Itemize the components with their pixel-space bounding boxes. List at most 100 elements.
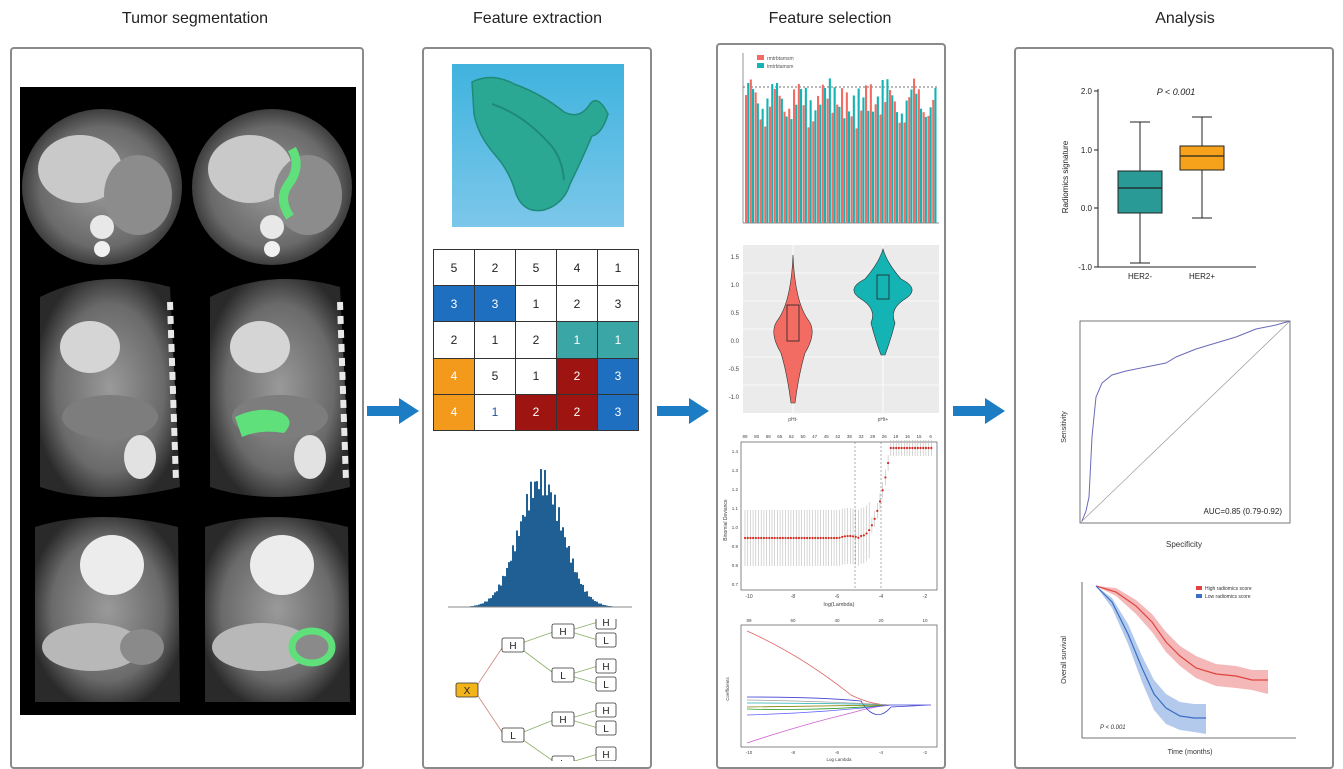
lasso-point bbox=[884, 476, 887, 479]
feature-bar bbox=[783, 111, 786, 223]
lasso-ytick: 0.7 bbox=[732, 582, 739, 587]
histogram-bar bbox=[578, 578, 580, 607]
feature-bar bbox=[927, 115, 930, 223]
lasso-point bbox=[841, 535, 844, 539]
axial-scan-left bbox=[22, 109, 182, 265]
selection-panel: rmtrbtamsm tmtrbtamsm 1.5 1.0 0.5 0.0 -0… bbox=[716, 43, 946, 769]
feature-bar-chart: rmtrbtamsm tmtrbtamsm bbox=[742, 53, 939, 224]
feature-bar bbox=[869, 84, 872, 223]
histogram-bar bbox=[576, 572, 578, 607]
feature-bar bbox=[790, 119, 793, 223]
matrix-cell: 2 bbox=[556, 285, 598, 323]
matrix-cell: 1 bbox=[474, 393, 516, 432]
tumor-mask-axial bbox=[279, 146, 301, 220]
lasso-point bbox=[746, 536, 749, 540]
matrix-cell: 1 bbox=[556, 321, 598, 359]
feature-bar bbox=[920, 108, 923, 223]
histogram-bar bbox=[572, 558, 574, 607]
wavelet-tree: XHLHHLLHLHHLLHL bbox=[455, 619, 617, 761]
feature-bar bbox=[809, 100, 812, 223]
tree-level2-node-label: L bbox=[560, 759, 566, 761]
lasso-point bbox=[800, 536, 803, 540]
lasso-point bbox=[838, 536, 841, 539]
feature-bar bbox=[924, 116, 927, 223]
lasso-point bbox=[927, 446, 930, 450]
feature-bar bbox=[771, 84, 774, 223]
lasso-top-tick: 45 bbox=[824, 434, 830, 439]
lasso-point bbox=[827, 536, 830, 540]
feature-bar bbox=[910, 89, 913, 223]
histogram-bar bbox=[474, 605, 476, 607]
roc-auc: AUC=0.85 (0.79-0.92) bbox=[1204, 507, 1283, 516]
histogram-bar bbox=[482, 603, 484, 607]
histogram-bar bbox=[608, 605, 610, 607]
feature-bar bbox=[752, 88, 755, 223]
feature-bar bbox=[857, 88, 860, 223]
ct-scans bbox=[22, 109, 352, 702]
lasso-top-tick: 33 bbox=[858, 434, 864, 439]
matrix-cell: 5 bbox=[474, 357, 516, 395]
matrix-cell: 2 bbox=[515, 393, 557, 432]
lasso-point bbox=[797, 536, 801, 540]
feature-bar bbox=[876, 96, 879, 223]
feature-bar bbox=[780, 98, 783, 223]
box-group-0: HER2- bbox=[1128, 272, 1152, 281]
lasso-point bbox=[914, 446, 917, 450]
lasso-ytick: 0.9 bbox=[732, 544, 739, 549]
lasso-point bbox=[854, 535, 857, 538]
feature-bar bbox=[929, 107, 932, 223]
feature-bar bbox=[833, 87, 836, 223]
feature-bar bbox=[802, 105, 805, 223]
lasso-point bbox=[781, 536, 784, 540]
tree-level3-node bbox=[595, 720, 617, 736]
lasso-xtick: -2 bbox=[923, 594, 928, 600]
lasso-point bbox=[784, 536, 787, 540]
lasso-point bbox=[873, 517, 876, 520]
histogram-bar bbox=[492, 595, 494, 607]
coef-xlabel: Log Lambda bbox=[826, 757, 852, 762]
coef-xtick: -8 bbox=[791, 750, 795, 755]
matrix-cell: 1 bbox=[597, 248, 639, 287]
tree-level3-node-label: L bbox=[603, 680, 609, 691]
feature-bar bbox=[862, 97, 865, 223]
histogram-bar bbox=[598, 603, 600, 607]
tree-level3-node-label: H bbox=[602, 619, 609, 629]
lasso-point bbox=[895, 446, 898, 450]
coef-top-tick: 89 bbox=[746, 618, 752, 623]
violin-her2-pos bbox=[853, 247, 913, 356]
histogram-bar bbox=[490, 598, 492, 607]
tree-root-node bbox=[455, 682, 479, 698]
matrix-cell: 1 bbox=[474, 321, 516, 359]
box-her2-neg bbox=[1117, 170, 1163, 214]
histogram-bar bbox=[566, 547, 568, 607]
coef-top-tick: 20 bbox=[878, 618, 884, 623]
coef-xtick: -10 bbox=[746, 750, 753, 755]
roc-curve: Sensitivity Specificity AUC=0.85 (0.79-0… bbox=[1061, 320, 1291, 549]
feature-bar bbox=[872, 111, 875, 223]
feature-bar bbox=[804, 87, 807, 223]
lasso-coefficient-plot: Coefficients Log Lambda 89 60 40 20 10 -10 -8 -… bbox=[725, 618, 938, 762]
lasso-ytick: 1.0 bbox=[732, 525, 739, 530]
histogram-bar bbox=[530, 481, 532, 607]
feature-bar bbox=[915, 93, 918, 223]
feature-bar bbox=[773, 88, 776, 223]
histogram-bar bbox=[494, 592, 496, 607]
feature-bar bbox=[754, 92, 757, 223]
matrix-cell: 4 bbox=[433, 393, 475, 432]
tree-level3-node bbox=[595, 676, 617, 692]
histogram-bar bbox=[486, 601, 488, 607]
feature-bar bbox=[788, 108, 791, 223]
histogram-bar bbox=[592, 599, 594, 607]
histogram-bar bbox=[600, 603, 602, 607]
lasso-ytick: 1.3 bbox=[732, 468, 739, 473]
feature-bar bbox=[749, 79, 752, 223]
feature-bar bbox=[797, 84, 800, 223]
lasso-point bbox=[868, 528, 871, 532]
feature-bar bbox=[826, 98, 829, 223]
histogram-bar bbox=[536, 481, 538, 607]
lasso-point bbox=[762, 536, 765, 540]
lasso-point bbox=[814, 536, 817, 540]
histogram-bar bbox=[580, 583, 582, 607]
lasso-top-tick: 29 bbox=[870, 434, 876, 439]
